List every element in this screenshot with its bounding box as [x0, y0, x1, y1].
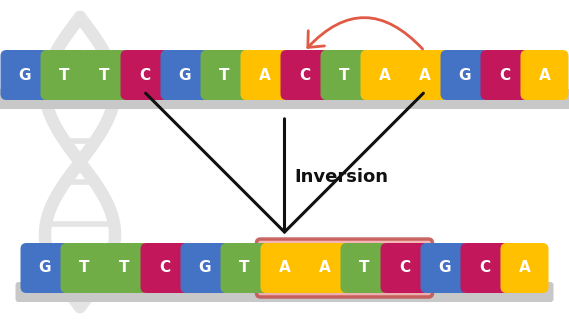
FancyBboxPatch shape — [40, 50, 89, 100]
Text: C: C — [299, 67, 310, 83]
Text: T: T — [119, 260, 130, 275]
FancyBboxPatch shape — [101, 243, 149, 293]
Text: A: A — [518, 260, 530, 275]
FancyBboxPatch shape — [361, 50, 409, 100]
Text: G: G — [178, 67, 191, 83]
FancyBboxPatch shape — [80, 50, 129, 100]
FancyBboxPatch shape — [501, 243, 549, 293]
FancyBboxPatch shape — [180, 243, 229, 293]
FancyBboxPatch shape — [121, 50, 168, 100]
Text: A: A — [259, 67, 270, 83]
Text: A: A — [539, 67, 550, 83]
Text: T: T — [79, 260, 90, 275]
FancyBboxPatch shape — [381, 243, 428, 293]
FancyBboxPatch shape — [15, 282, 554, 302]
Text: Inversion: Inversion — [295, 168, 389, 186]
FancyBboxPatch shape — [141, 243, 188, 293]
Text: A: A — [419, 67, 430, 83]
FancyBboxPatch shape — [521, 50, 568, 100]
FancyBboxPatch shape — [460, 243, 509, 293]
FancyArrowPatch shape — [308, 17, 423, 49]
FancyBboxPatch shape — [0, 89, 569, 109]
FancyBboxPatch shape — [160, 50, 208, 100]
Text: A: A — [378, 67, 390, 83]
FancyBboxPatch shape — [261, 243, 308, 293]
Text: T: T — [339, 67, 350, 83]
Text: G: G — [198, 260, 211, 275]
FancyBboxPatch shape — [320, 50, 369, 100]
Text: C: C — [479, 260, 490, 275]
FancyBboxPatch shape — [60, 243, 109, 293]
FancyBboxPatch shape — [480, 50, 529, 100]
Text: T: T — [99, 67, 110, 83]
FancyBboxPatch shape — [257, 239, 432, 297]
Text: G: G — [38, 260, 51, 275]
FancyBboxPatch shape — [420, 243, 468, 293]
Text: A: A — [319, 260, 331, 275]
FancyBboxPatch shape — [401, 50, 448, 100]
Text: G: G — [438, 260, 451, 275]
FancyBboxPatch shape — [221, 243, 269, 293]
FancyBboxPatch shape — [1, 50, 48, 100]
Text: T: T — [239, 260, 250, 275]
Text: T: T — [59, 67, 70, 83]
FancyBboxPatch shape — [300, 243, 348, 293]
Text: G: G — [18, 67, 31, 83]
FancyBboxPatch shape — [200, 50, 249, 100]
Text: C: C — [139, 67, 150, 83]
Text: G: G — [458, 67, 471, 83]
Text: C: C — [399, 260, 410, 275]
FancyBboxPatch shape — [241, 50, 288, 100]
Text: T: T — [359, 260, 370, 275]
FancyBboxPatch shape — [20, 243, 68, 293]
Text: C: C — [159, 260, 170, 275]
FancyBboxPatch shape — [281, 50, 328, 100]
Text: T: T — [219, 67, 230, 83]
Text: C: C — [499, 67, 510, 83]
Text: A: A — [279, 260, 290, 275]
FancyBboxPatch shape — [440, 50, 489, 100]
FancyBboxPatch shape — [340, 243, 389, 293]
